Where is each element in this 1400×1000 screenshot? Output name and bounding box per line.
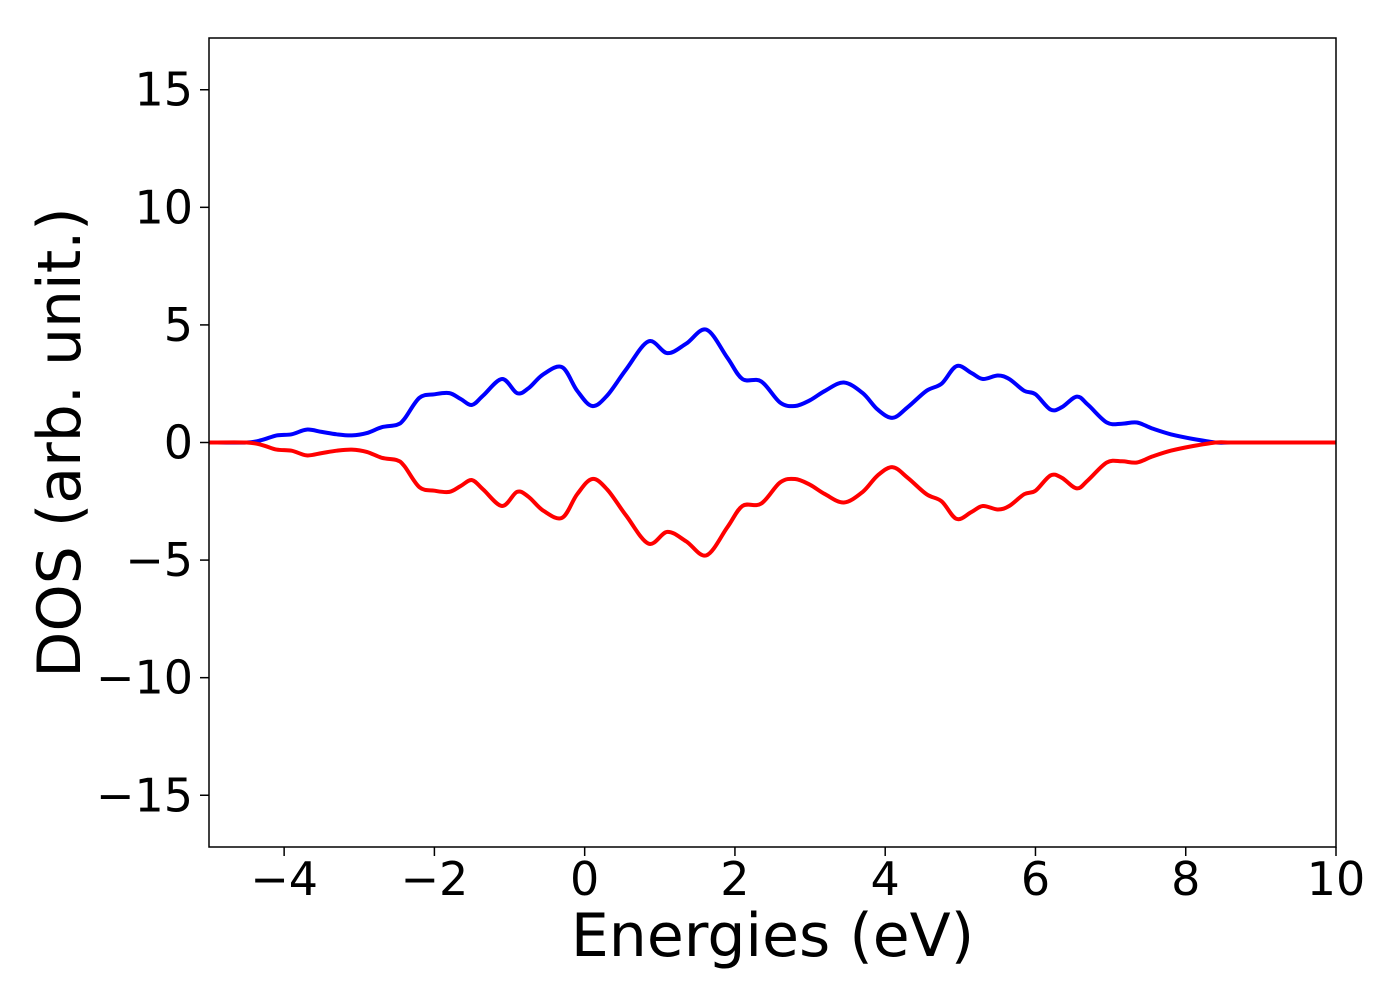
x-tick-label: 8 — [1171, 852, 1200, 906]
y-tick-label: −5 — [125, 533, 193, 587]
x-tick-label: 6 — [1021, 852, 1050, 906]
plot-frame — [208, 37, 1337, 848]
x-tick-label: 10 — [1307, 852, 1366, 906]
y-tick-label: 5 — [164, 298, 193, 352]
x-tick-label: 2 — [720, 852, 749, 906]
series-line-blue — [208, 327, 1336, 445]
x-axis-label: Energies (eV) — [571, 901, 974, 971]
y-tick-label: −15 — [96, 768, 193, 822]
x-tick-label: 4 — [871, 852, 900, 906]
y-axis-label: DOS (arb. unit.) — [25, 207, 95, 677]
series-layer — [208, 327, 1336, 558]
x-tick-label: −2 — [400, 852, 468, 906]
y-tick-label: 10 — [134, 180, 193, 234]
x-tick-label: −4 — [250, 852, 318, 906]
y-tick-label: 15 — [134, 63, 193, 117]
x-tick-label: 0 — [570, 852, 599, 906]
series-line-red — [208, 440, 1336, 558]
y-tick-label: 0 — [164, 416, 193, 470]
y-tick-label: −10 — [96, 651, 193, 705]
ticks-layer: −4 −2 0 2 4 6 8 10 −15 −10 −5 0 5 10 15 — [96, 63, 1365, 906]
